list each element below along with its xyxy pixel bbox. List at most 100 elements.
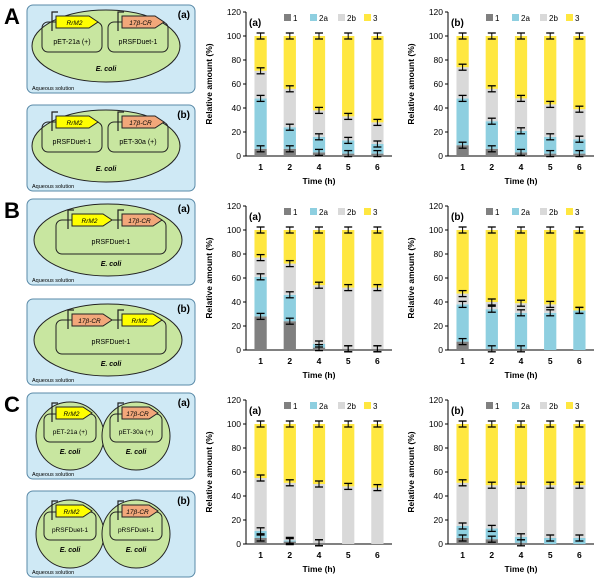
y-tick-label: 0: [236, 539, 241, 549]
legend-label: 2b: [347, 402, 356, 411]
bar-segment: [371, 36, 384, 123]
schematic-b-a: (a) Aqueous solution RrM2 17β-CR pRSFDuet-1 E…: [26, 198, 196, 286]
legend-label: 2a: [521, 402, 530, 411]
promoter-icon: [51, 11, 58, 31]
bar-segment: [544, 424, 557, 486]
section-letter-c: C: [4, 392, 20, 417]
bar-segment: [544, 136, 557, 154]
promoter-icon: [117, 111, 124, 131]
bar-segment: [456, 424, 469, 483]
x-axis-label: Time (h): [505, 176, 538, 186]
y-tick-label: 80: [434, 249, 444, 259]
y-tick-label: 100: [429, 225, 443, 235]
legend-label: 2b: [549, 402, 558, 411]
x-tick-label: 1: [460, 356, 465, 366]
y-tick-label: 60: [232, 79, 242, 89]
y-axis-label: Relative amount (%): [204, 237, 214, 318]
bar-segment: [573, 485, 586, 538]
legend-label: 2a: [319, 402, 328, 411]
x-axis-label: Time (h): [505, 370, 538, 380]
legend-swatch: [540, 14, 547, 21]
legend-swatch: [284, 14, 291, 21]
y-tick-label: 20: [434, 127, 444, 137]
legend-label: 3: [373, 208, 378, 217]
y-tick-label: 40: [232, 103, 242, 113]
y-tick-label: 120: [429, 201, 443, 211]
x-tick-label: 5: [548, 162, 553, 172]
bar-segment: [312, 110, 326, 137]
cell-label: E. coli: [60, 547, 82, 554]
bar-segment: [544, 104, 557, 137]
legend-label: 3: [575, 208, 580, 217]
chart-c-a: 0 20 40 60 80 100 120 Relative amount (%) Time (…: [204, 395, 392, 574]
bar-segment: [456, 145, 469, 156]
medium-label: Aqueous solution: [32, 86, 74, 92]
y-tick-label: 60: [434, 79, 444, 89]
legend-label: 3: [575, 14, 580, 23]
y-tick-label: 20: [434, 515, 444, 525]
bar-segment: [456, 98, 469, 146]
x-axis-label: Time (h): [303, 176, 336, 186]
y-tick-label: 40: [232, 297, 242, 307]
bar-segment: [342, 230, 355, 288]
promoter-icon: [51, 402, 58, 422]
legend-swatch: [338, 208, 345, 215]
bar-segment: [514, 312, 528, 349]
bar-segment: [544, 312, 557, 350]
legend-swatch: [284, 208, 291, 215]
legend-swatch: [486, 208, 493, 215]
y-tick-label: 80: [232, 55, 242, 65]
medium-label: Aqueous solution: [32, 278, 74, 284]
bar-segment: [283, 424, 296, 483]
bar-segment: [456, 293, 469, 305]
gene-label: RrM2: [132, 318, 148, 325]
chart-a-a: 0 20 40 60 80 100 120 Relative amount (%) Time (…: [204, 7, 392, 186]
bar-segment: [456, 36, 469, 68]
panel-label: (a): [178, 204, 190, 215]
y-tick-label: 120: [227, 395, 241, 405]
legend-label: 1: [293, 14, 298, 23]
x-tick-label: 1: [460, 550, 465, 560]
bar-segment: [283, 36, 296, 89]
bar-segment: [485, 230, 498, 302]
bar-segment: [283, 482, 296, 541]
legend-swatch: [364, 14, 371, 21]
legend-swatch: [540, 208, 547, 215]
y-tick-label: 20: [434, 321, 444, 331]
plasmid-name: pET-30a (+): [119, 429, 154, 436]
gene-label: 17β-CR: [129, 120, 152, 127]
bar-segment: [342, 116, 355, 141]
medium-label: Aqueous solution: [32, 570, 74, 576]
y-tick-label: 40: [434, 103, 444, 113]
bar-segment: [514, 230, 528, 304]
x-tick-label: 1: [258, 162, 263, 172]
x-tick-label: 4: [519, 162, 524, 172]
legend-swatch: [284, 402, 291, 409]
promoter-icon: [117, 209, 124, 229]
chart-c-b: 0 20 40 60 80 100 120 Relative amount (%) Time (…: [406, 395, 594, 574]
x-tick-label: 6: [577, 356, 582, 366]
legend-label: 2a: [521, 14, 530, 23]
promoter-icon: [117, 402, 124, 422]
plasmid-name: pRSFDuet-1: [92, 239, 131, 246]
chart-panel-label: (b): [451, 406, 464, 417]
x-tick-label: 4: [317, 550, 322, 560]
promoter-icon: [117, 500, 124, 520]
y-tick-label: 40: [434, 297, 444, 307]
legend-swatch: [338, 402, 345, 409]
y-tick-label: 100: [227, 419, 241, 429]
gene-label: RrM2: [64, 411, 80, 418]
bar-segment: [514, 424, 528, 486]
gene-arrow-icon: [121, 313, 163, 327]
bar-segment: [283, 230, 296, 264]
panel-label: (a): [178, 10, 190, 21]
x-axis-label: Time (h): [303, 564, 336, 574]
medium-label: Aqueous solution: [32, 378, 74, 384]
legend-label: 2b: [347, 208, 356, 217]
bar-segment: [254, 98, 267, 149]
panel-label: (b): [177, 496, 190, 507]
bar-segment: [254, 316, 267, 350]
legend-swatch: [512, 14, 519, 21]
legend-label: 1: [495, 14, 500, 23]
x-tick-label: 2: [489, 356, 494, 366]
